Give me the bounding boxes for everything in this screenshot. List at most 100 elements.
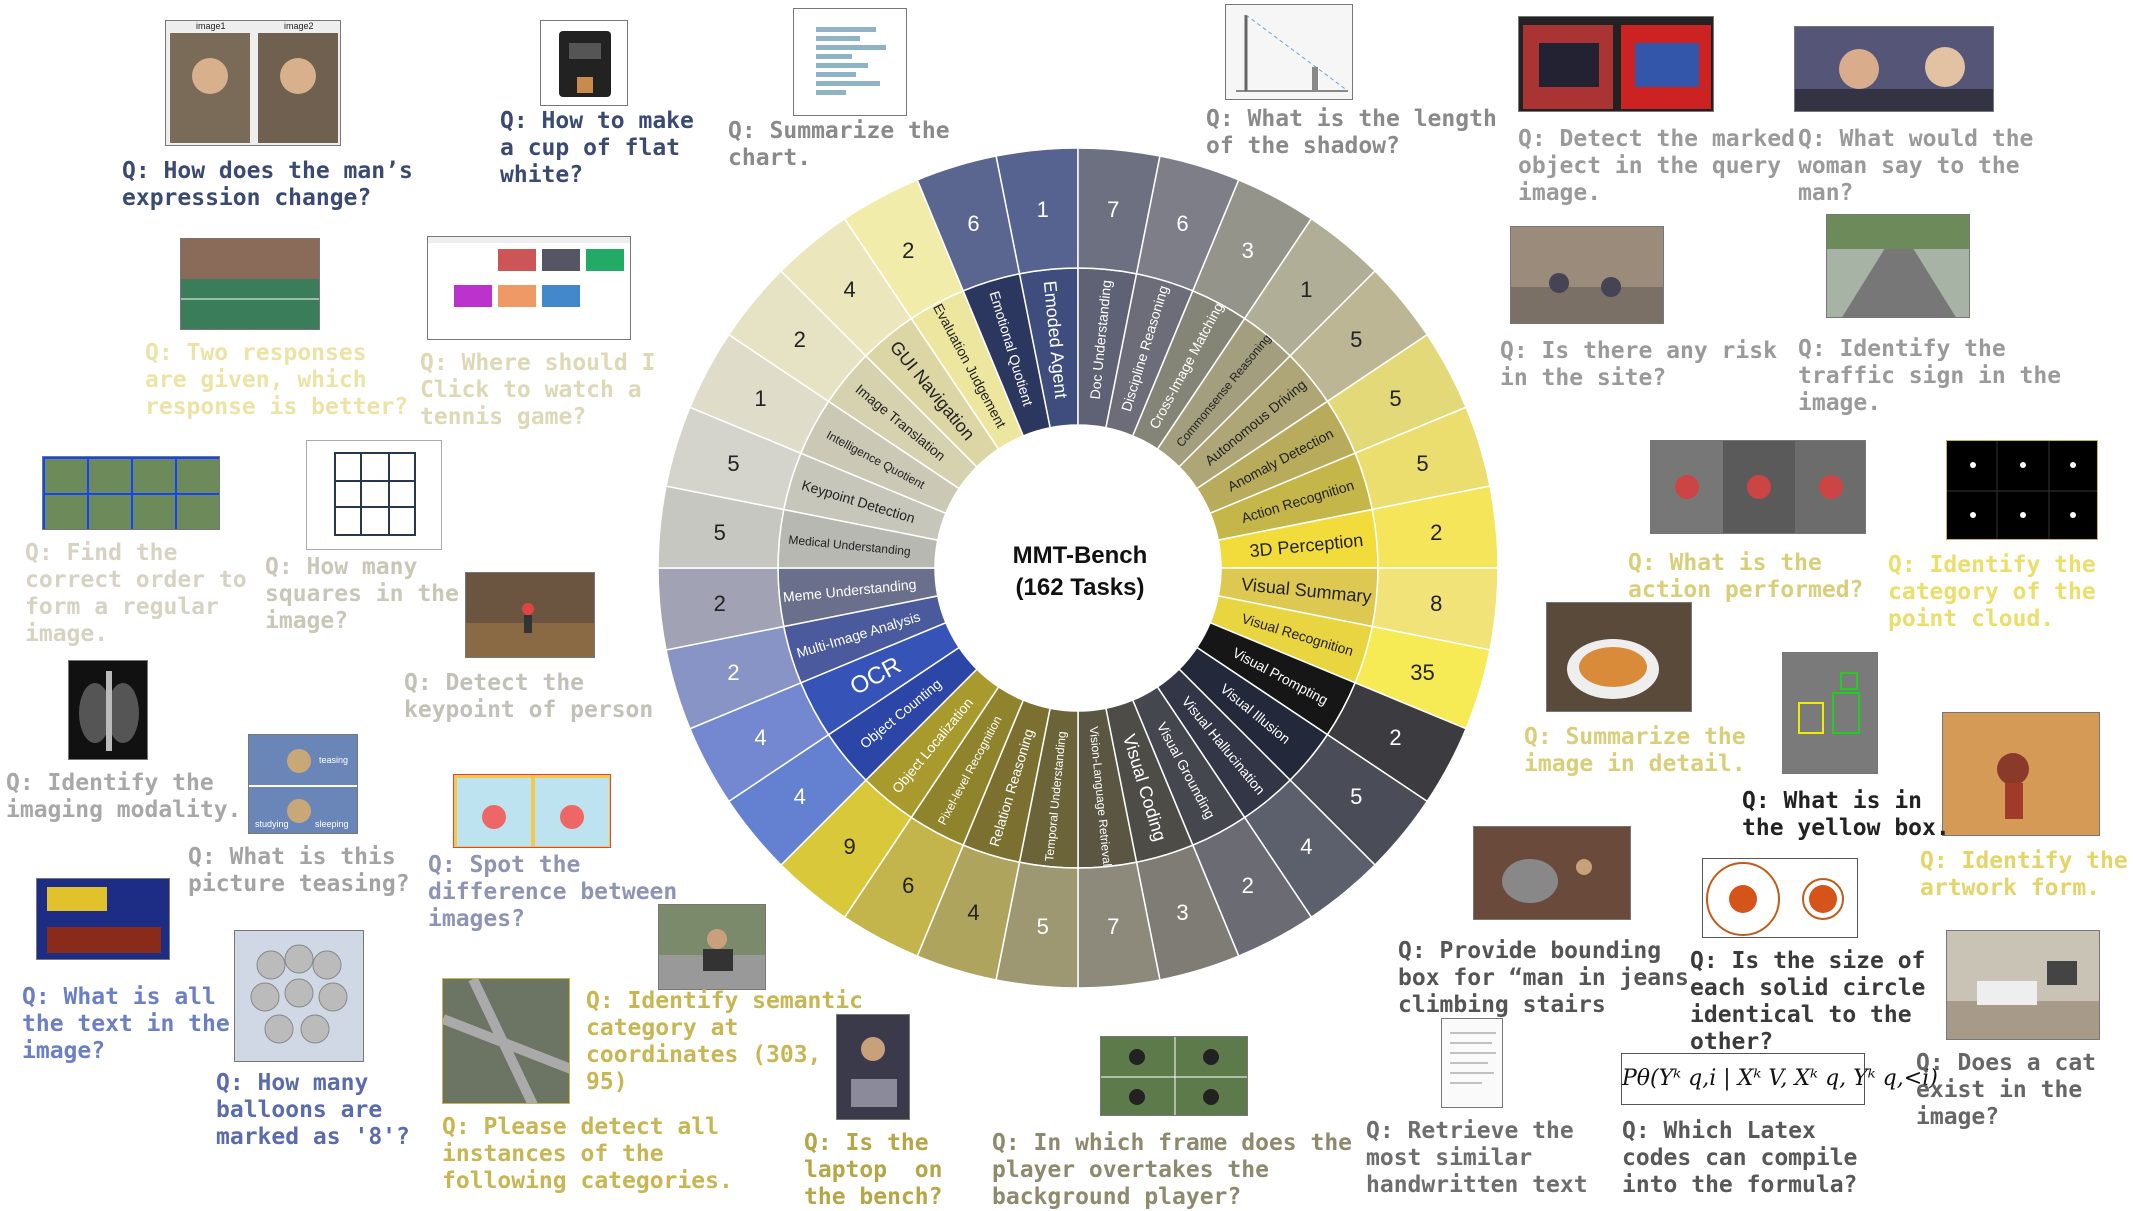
movie-scene-photo bbox=[1794, 26, 1994, 112]
question-laptop: Q: Is the laptop on the bench? bbox=[804, 1130, 943, 1210]
outer-count-label-visual-summary: 8 bbox=[1430, 591, 1442, 616]
question-traffic-sign: Q: Identify the traffic sign in the imag… bbox=[1798, 336, 2062, 416]
handwritten-page bbox=[1441, 1018, 1503, 1108]
pizza-photo bbox=[1546, 602, 1692, 712]
question-cat: Q: Does a cat exist in the image? bbox=[1916, 1050, 2097, 1130]
question-two-responses: Q: Two responses are given, which respon… bbox=[145, 340, 409, 420]
query-image-photos bbox=[1518, 16, 1714, 112]
outer-count-label-visual-grounding: 2 bbox=[1242, 873, 1254, 898]
meme-label-top: teasing bbox=[319, 755, 349, 765]
question-summarize-chart: Q: Summarize the chart. bbox=[728, 118, 950, 171]
question-detect-instances: Q: Please detect all instances of the fo… bbox=[442, 1114, 733, 1194]
living-room-photo bbox=[1946, 930, 2100, 1040]
image1-label: image1 bbox=[196, 21, 226, 31]
outer-count-label-intelligence-quotient: 1 bbox=[754, 386, 766, 411]
outer-count-label-medical-understanding: 5 bbox=[714, 520, 726, 545]
outer-count-label-evaluation-judgement: 2 bbox=[902, 238, 914, 263]
outer-count-label-relation-reasoning: 4 bbox=[967, 900, 979, 925]
outer-count-label-image-translation: 2 bbox=[794, 327, 806, 352]
outer-segment-emotional-quotient bbox=[916, 155, 1021, 292]
expression-photo: image1 image2 bbox=[165, 20, 341, 146]
meme-label-right: sleeping bbox=[315, 819, 349, 829]
xray-photo bbox=[68, 660, 148, 760]
puppet-artwork-photo bbox=[1942, 712, 2100, 836]
outer-count-label-vision-language-retrieval: 7 bbox=[1107, 914, 1119, 939]
question-circle-size: Q: Is the size of each solid circle iden… bbox=[1690, 948, 1926, 1055]
question-yellow-box: Q: What is in the yellow box. bbox=[1742, 788, 1950, 841]
outer-count-label-temporal-understanding: 5 bbox=[1037, 914, 1049, 939]
outer-count-label-anomaly-detection: 5 bbox=[1389, 386, 1401, 411]
outer-count-label-emoded-agent: 1 bbox=[1037, 197, 1049, 222]
outer-count-label-visual-illusion: 5 bbox=[1350, 784, 1362, 809]
question-summarize-image: Q: Summarize the image in detail. bbox=[1524, 724, 1746, 777]
horse-race-frames bbox=[1100, 1036, 1248, 1116]
elephant-photo bbox=[1473, 826, 1631, 920]
outer-count-label-action-recognition: 5 bbox=[1416, 451, 1428, 476]
question-point-cloud: Q: Identify the category of the point cl… bbox=[1888, 552, 2096, 632]
outer-count-label-discipline-reasoning: 6 bbox=[1176, 211, 1188, 236]
question-flat-white: Q: How to make a cup of flat white? bbox=[500, 108, 694, 188]
question-bounding-box: Q: Provide bounding box for “man in jean… bbox=[1398, 938, 1689, 1018]
detection-boxes-photo bbox=[1782, 652, 1878, 774]
outer-count-label-visual-coding: 3 bbox=[1176, 900, 1188, 925]
outer-count-label-visual-hallucination: 4 bbox=[1300, 834, 1312, 859]
question-all-text: Q: What is all the text in the image? bbox=[22, 984, 230, 1064]
question-overtakes: Q: In which frame does the player overta… bbox=[992, 1130, 1353, 1210]
action-frames-photo bbox=[1650, 440, 1866, 534]
outer-count-label-doc-understanding: 7 bbox=[1107, 197, 1119, 222]
meme-label-bottom: studying bbox=[255, 819, 289, 829]
outer-count-label-meme-understanding: 2 bbox=[714, 591, 726, 616]
smores-sign-photo bbox=[36, 878, 170, 960]
question-action: Q: What is the action performed? bbox=[1628, 550, 1864, 603]
outer-count-label-object-localization: 9 bbox=[843, 834, 855, 859]
question-marked-object: Q: Detect the marked object in the query… bbox=[1518, 126, 1795, 206]
image2-label: image2 bbox=[284, 21, 314, 31]
shadow-diagram bbox=[1225, 4, 1353, 100]
center-disc bbox=[936, 426, 1220, 710]
outer-count-label-3d-perception: 2 bbox=[1430, 520, 1442, 545]
laptop-man-photo bbox=[836, 1014, 910, 1120]
question-squares: Q: How many squares in the image? bbox=[265, 554, 459, 634]
construction-site-photo bbox=[1510, 226, 1664, 324]
outer-count-label-gui-navigation: 4 bbox=[843, 277, 855, 302]
cartoon-meme: teasing studying sleeping bbox=[248, 734, 358, 834]
question-expression: Q: How does the man’s expression change? bbox=[122, 158, 413, 211]
outer-count-label-pixel-level-recognition: 6 bbox=[902, 873, 914, 898]
outer-count-label-emotional-quotient: 6 bbox=[967, 211, 979, 236]
question-teasing: Q: What is this picture teasing? bbox=[188, 844, 410, 897]
outer-count-label-commonsense-reasoning: 1 bbox=[1300, 277, 1312, 302]
center-title-line1: MMT-Bench bbox=[1012, 542, 1148, 569]
outer-count-label-cross-image-matching: 3 bbox=[1242, 238, 1254, 263]
question-risk: Q: Is there any risk in the site? bbox=[1500, 338, 1777, 391]
outer-count-label-ocr: 4 bbox=[754, 725, 766, 750]
question-imaging-modality: Q: Identify the imaging modality. bbox=[6, 770, 242, 823]
outer-count-label-visual-recognition: 35 bbox=[1410, 660, 1434, 685]
balloons-photo bbox=[234, 930, 364, 1062]
question-handwritten: Q: Retrieve the most similar handwritten… bbox=[1366, 1118, 1588, 1198]
question-spot-difference: Q: Spot the difference between images? bbox=[428, 852, 678, 932]
basketball-court-photo bbox=[465, 572, 595, 658]
coffee-machine-photo bbox=[540, 20, 628, 106]
question-shadow: Q: What is the length of the shadow? bbox=[1206, 106, 1497, 159]
bar-chart-thumbnail bbox=[793, 8, 907, 116]
question-latex: Q: Which Latex codes can compile into th… bbox=[1622, 1118, 1858, 1198]
question-woman-say: Q: What would the woman say to the man? bbox=[1798, 126, 2034, 206]
question-regular-image: Q: Find the correct order to form a regu… bbox=[25, 540, 247, 647]
squares-puzzle bbox=[306, 440, 442, 550]
question-keypoint: Q: Detect the keypoint of person bbox=[404, 670, 654, 723]
circles-illusion bbox=[1702, 858, 1858, 938]
latex-formula: Pθ(Yᵏ q,i | Xᵏ V, Xᵏ q, Yᵏ q,<i) bbox=[1621, 1053, 1938, 1105]
outer-count-label-visual-prompting: 2 bbox=[1389, 725, 1401, 750]
question-tennis: Q: Where should I Click to watch a tenni… bbox=[420, 350, 656, 430]
question-balloons: Q: How many balloons are marked as '8'? bbox=[216, 1070, 410, 1150]
youtube-screenshot bbox=[427, 236, 631, 340]
outer-count-label-object-counting: 4 bbox=[794, 784, 806, 809]
aerial-road-photo bbox=[442, 978, 570, 1104]
outer-count-label-autonomous-driving: 5 bbox=[1350, 327, 1362, 352]
outer-count-label-keypoint-detection: 5 bbox=[727, 451, 739, 476]
question-artwork: Q: Identify the artwork form. bbox=[1920, 848, 2128, 901]
bench-man-photo bbox=[658, 904, 766, 990]
jigsaw-image bbox=[42, 456, 220, 530]
road-photo bbox=[1826, 214, 1970, 318]
